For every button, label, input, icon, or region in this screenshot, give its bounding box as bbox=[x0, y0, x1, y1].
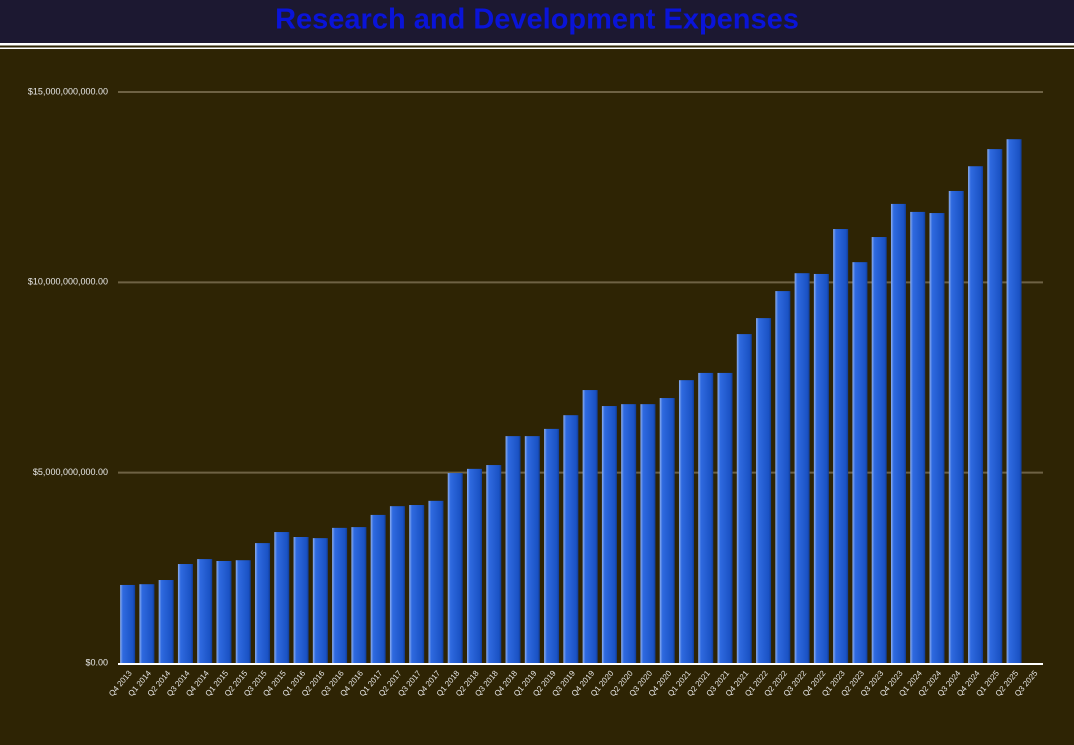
bar bbox=[505, 436, 521, 663]
bar bbox=[177, 564, 193, 663]
y-tick-label: $0.00 bbox=[85, 657, 108, 667]
y-tick-label: $5,000,000,000.00 bbox=[33, 467, 108, 477]
header bbox=[0, 0, 1074, 43]
bar bbox=[833, 229, 849, 664]
y-tick-label: $15,000,000,000.00 bbox=[28, 86, 108, 96]
bar bbox=[428, 500, 444, 663]
bar bbox=[582, 390, 598, 663]
bar bbox=[813, 273, 829, 663]
bar bbox=[332, 527, 348, 663]
bar bbox=[948, 190, 964, 663]
bar bbox=[235, 560, 251, 663]
bar bbox=[563, 415, 579, 663]
bar bbox=[968, 166, 984, 664]
header-rule bbox=[0, 47, 1074, 49]
bar bbox=[871, 237, 887, 663]
bar bbox=[601, 406, 617, 663]
bar bbox=[139, 584, 155, 663]
bar bbox=[486, 465, 502, 663]
bar bbox=[312, 538, 328, 663]
bar bbox=[621, 404, 637, 663]
bar bbox=[467, 468, 483, 663]
bar bbox=[910, 211, 926, 663]
bar bbox=[370, 514, 386, 663]
bar bbox=[698, 372, 714, 663]
bar bbox=[447, 473, 463, 663]
bar bbox=[736, 334, 752, 663]
bar bbox=[794, 273, 810, 663]
bar bbox=[197, 559, 213, 663]
bar bbox=[293, 536, 309, 663]
bar bbox=[929, 213, 945, 663]
bar bbox=[158, 580, 174, 663]
chart-title: Research and Development Expenses bbox=[275, 4, 799, 36]
bar bbox=[640, 404, 656, 663]
bar bbox=[255, 543, 271, 663]
bar bbox=[389, 506, 405, 663]
bar bbox=[216, 560, 232, 663]
bar bbox=[775, 291, 791, 663]
header-rule bbox=[0, 43, 1074, 46]
bar bbox=[678, 380, 694, 663]
bar bbox=[890, 203, 906, 663]
bar bbox=[659, 398, 675, 663]
bar bbox=[756, 318, 772, 663]
bar bbox=[987, 149, 1003, 664]
y-tick-label: $10,000,000,000.00 bbox=[28, 277, 108, 287]
bar bbox=[524, 436, 540, 663]
bar bbox=[852, 262, 868, 663]
bar bbox=[409, 505, 425, 663]
bar bbox=[120, 584, 136, 663]
bar bbox=[274, 532, 290, 663]
bar bbox=[1006, 139, 1022, 664]
bar bbox=[544, 428, 560, 663]
bar bbox=[717, 372, 733, 663]
bar bbox=[351, 527, 367, 663]
